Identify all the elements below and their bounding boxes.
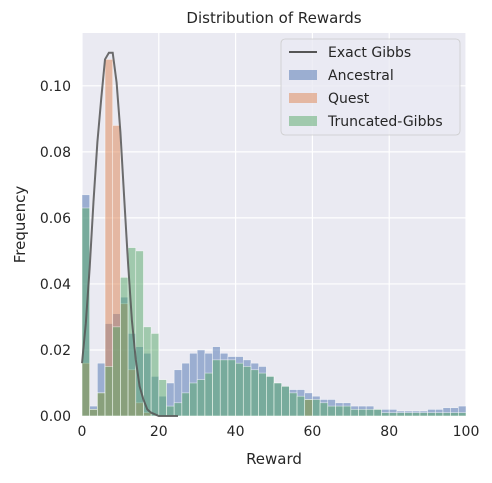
legend-label: Truncated-Gibbs [327,114,443,130]
bar [227,359,236,417]
bar [120,277,129,417]
bar [289,392,298,417]
bar [319,402,329,417]
bar [419,412,428,417]
bar [312,399,321,417]
legend-label: Quest [328,91,370,107]
bar [158,379,167,417]
bar [304,399,313,417]
bar [189,382,198,417]
y-tick-label: 0.02 [40,343,71,359]
x-tick-label: 100 [453,424,480,440]
x-tick-label: 60 [303,424,321,440]
bar [404,412,413,417]
bar [266,376,275,417]
bar [250,369,259,417]
legend-label: Exact Gibbs [328,45,411,61]
legend-bar-swatch [289,116,317,126]
bar [342,405,352,417]
bar [204,372,213,417]
y-tick-label: 0.04 [40,277,71,293]
y-axis-label: Frequency [11,186,29,264]
bar [212,359,221,417]
x-tick-label: 40 [227,424,245,440]
bar [258,372,267,417]
bar [104,59,114,417]
bar [135,250,144,417]
bar [381,412,390,417]
legend-bar-swatch [289,93,317,103]
bar [219,359,229,417]
bar [327,405,336,417]
bar [104,366,114,417]
bar [458,412,467,417]
bar [273,382,282,417]
bar [335,405,344,417]
y-tick-label: 0.10 [40,79,71,95]
legend-bar-swatch [289,70,317,80]
bar [97,392,106,417]
x-tick-label: 0 [78,424,87,440]
bar [89,409,98,417]
bar [358,409,367,417]
bar [411,412,421,417]
y-tick-labels: 0.00 0.02 0.04 0.06 0.08 0.10 [40,79,71,425]
bar [235,362,244,417]
bar [196,379,206,417]
y-tick-label: 0.00 [40,409,71,425]
bar [396,412,405,417]
legend-box [280,38,461,136]
x-tick-labels: 0 20 40 60 80 100 [78,424,480,440]
y-tick-label: 0.06 [40,211,71,227]
legend: Exact Gibbs Ancestral Quest Truncated-Gibbs [280,38,461,136]
y-tick-label: 0.08 [40,145,71,161]
bar [181,392,190,417]
bar [450,412,459,417]
x-tick-label: 20 [150,424,168,440]
bar [388,412,398,417]
bar [365,409,375,417]
bar [442,412,451,417]
bar [281,385,290,417]
lines [81,51,178,417]
x-axis-label: Reward [246,450,302,468]
bar [373,409,382,417]
bar [296,395,306,417]
bar [350,409,359,417]
x-tick-label: 80 [380,424,398,440]
bar [434,412,444,417]
bar [112,326,121,417]
bar [242,366,252,417]
series-line [81,51,178,417]
chart-title: Distribution of Rewards [186,9,361,27]
bar [150,333,160,417]
bar [173,402,183,417]
legend-label: Ancestral [328,68,394,84]
bars [81,59,467,417]
bar [166,405,175,417]
bar [427,412,436,417]
